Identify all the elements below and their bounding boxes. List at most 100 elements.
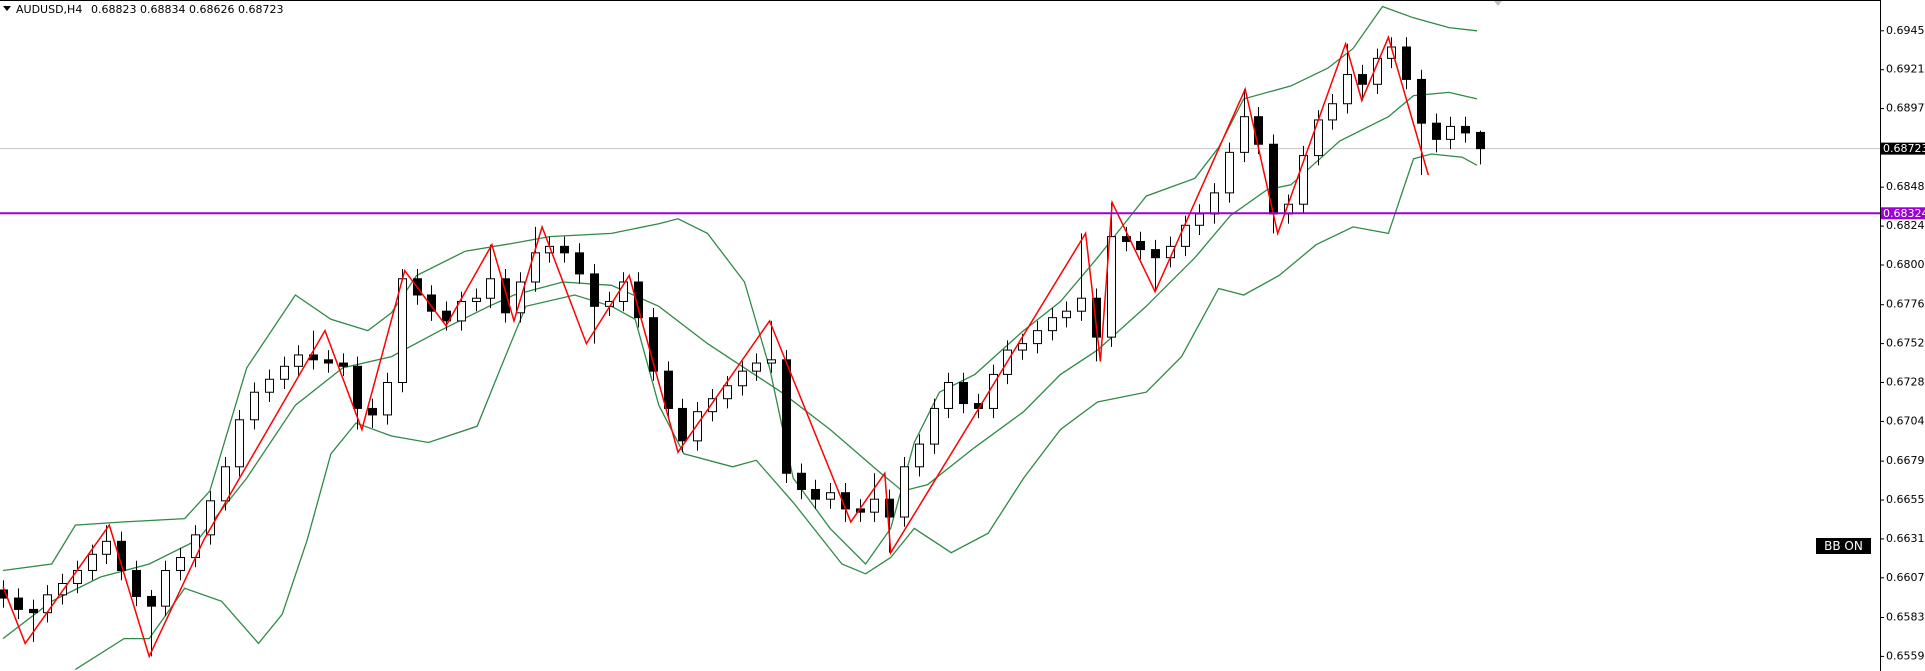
- zigzag-line: [2, 35, 1430, 659]
- candle-body: [797, 472, 806, 490]
- candle-body: [1402, 46, 1411, 80]
- level-price-label: 0.68324: [1883, 207, 1925, 220]
- candle-body: [693, 411, 702, 442]
- candle-body: [1225, 151, 1234, 194]
- candle-body: [383, 382, 392, 416]
- bb-button[interactable]: [1816, 538, 1871, 554]
- candle-body: [427, 294, 436, 312]
- candle-body: [1299, 155, 1308, 205]
- candle-body: [1254, 116, 1263, 145]
- candle-body: [43, 594, 52, 614]
- candle-body: [678, 407, 687, 442]
- candle-body: [811, 488, 820, 500]
- candle-body: [1461, 125, 1470, 134]
- candle-body: [368, 407, 377, 416]
- header-field: 0.68823: [91, 3, 137, 16]
- candle-body: [560, 245, 569, 254]
- candle-body: [1018, 343, 1027, 351]
- candle-body: [221, 466, 230, 502]
- candle-body: [501, 278, 510, 314]
- candle-body: [767, 359, 776, 364]
- header-field: AUDUSD,H4: [16, 3, 82, 16]
- candle-body: [1195, 213, 1204, 226]
- candle-body: [531, 252, 540, 283]
- bollinger-band: [2, 5, 1478, 572]
- current-price-label: 0.68723: [1883, 142, 1925, 155]
- candle-body: [1432, 122, 1441, 140]
- candle-body: [132, 570, 141, 597]
- candle-body: [1048, 317, 1057, 332]
- header: AUDUSD,H4 0.68823 0.68834 0.68626 0.68723: [16, 3, 284, 16]
- level-price-box: [1881, 207, 1925, 220]
- candle-body: [1343, 74, 1352, 105]
- header-field: 0.68723: [238, 3, 284, 16]
- candle-body: [339, 362, 348, 367]
- candle-body: [930, 407, 939, 445]
- candle-body: [161, 570, 170, 607]
- candle-body: [664, 370, 673, 409]
- candle-body: [738, 370, 747, 387]
- header-field: 0.68834: [140, 3, 186, 16]
- candle-body: [1151, 249, 1160, 259]
- candle-body: [73, 570, 82, 584]
- y-tick-label: 0.66075: [1886, 571, 1925, 584]
- candle-body: [235, 419, 244, 468]
- y-tick-label: 0.68005: [1886, 258, 1925, 271]
- candle-body: [723, 385, 732, 400]
- candle-body: [14, 597, 23, 610]
- candle-body: [959, 382, 968, 405]
- current-price-box: [1881, 142, 1925, 155]
- shift-marker: [1494, 1, 1502, 6]
- bb-button-label[interactable]: BB ON: [1824, 539, 1863, 553]
- candle-body: [1210, 192, 1219, 215]
- candle-body: [900, 466, 909, 518]
- y-tick-label: 0.68485: [1886, 180, 1925, 193]
- candle-body: [280, 365, 289, 380]
- candle-body: [58, 582, 67, 596]
- candle-body: [1092, 297, 1101, 338]
- candle-body: [353, 365, 362, 409]
- y-tick-label: 0.66795: [1886, 454, 1925, 467]
- header-field: 0.68626: [189, 3, 235, 16]
- bollinger-band: [75, 153, 1478, 670]
- candle-body: [1033, 330, 1042, 345]
- candle-body: [457, 300, 466, 322]
- menu-triangle[interactable]: [3, 6, 11, 11]
- candle-body: [752, 362, 761, 372]
- candle-body: [575, 252, 584, 275]
- candle-body: [176, 557, 185, 572]
- candle-body: [649, 317, 658, 372]
- candle-body: [206, 500, 215, 536]
- candle-body: [782, 359, 791, 474]
- candle-body: [1446, 125, 1455, 140]
- y-tick-label: 0.68245: [1886, 219, 1925, 232]
- candle-body: [1107, 236, 1116, 338]
- candle-body: [147, 595, 156, 607]
- candle-body: [1062, 310, 1071, 319]
- candle-body: [265, 378, 274, 393]
- candle-body: [590, 273, 599, 307]
- candle-body: [398, 278, 407, 384]
- candle-body: [1476, 131, 1485, 150]
- candle-body: [294, 354, 303, 367]
- candle-body: [191, 534, 200, 559]
- candle-body: [250, 391, 259, 421]
- candle-body: [1417, 78, 1426, 124]
- candle-body: [486, 278, 495, 299]
- candle-body: [324, 359, 333, 364]
- candle-body: [1240, 116, 1249, 153]
- candle-body: [826, 492, 835, 500]
- candle-body: [1136, 240, 1145, 251]
- candle-body: [1077, 297, 1086, 312]
- candle-body: [1358, 74, 1367, 85]
- candle-body: [634, 281, 643, 319]
